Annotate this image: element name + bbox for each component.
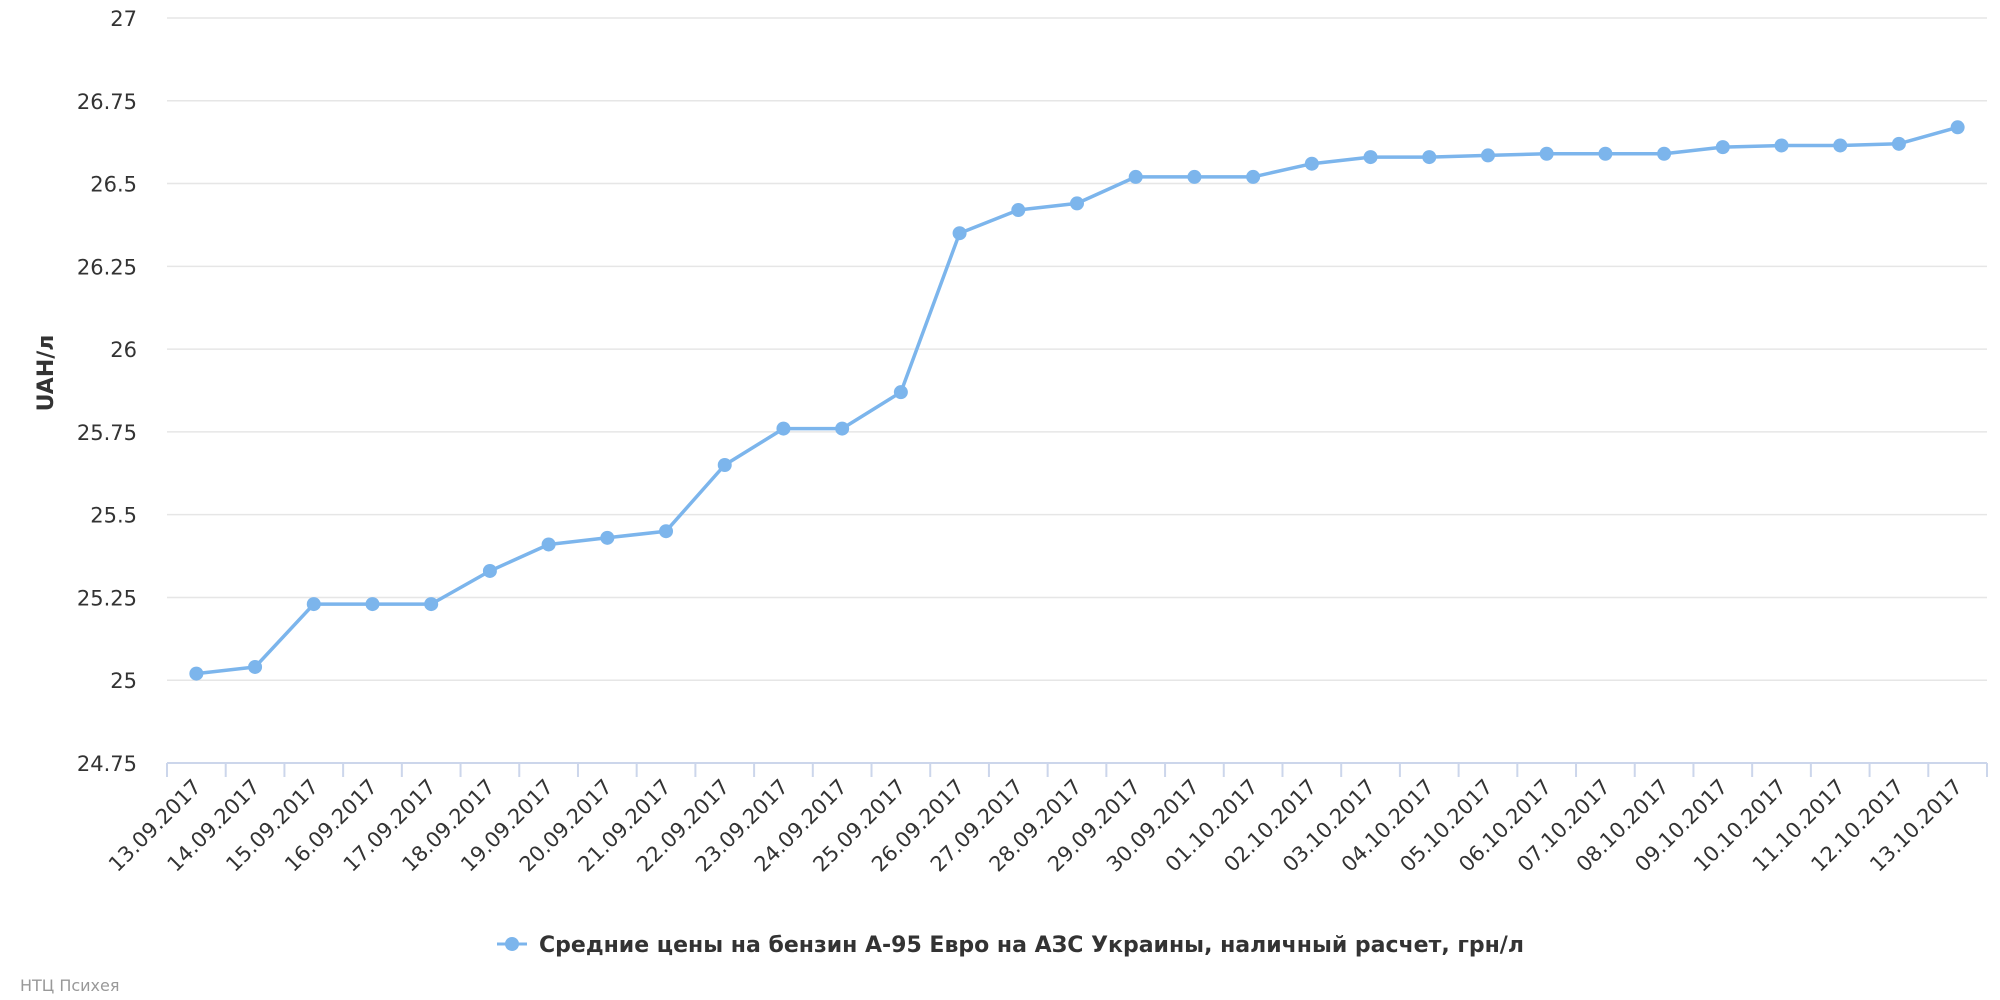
data-point[interactable] xyxy=(1480,148,1495,163)
data-point[interactable] xyxy=(952,226,967,241)
data-point[interactable] xyxy=(248,659,263,674)
data-point[interactable] xyxy=(1950,120,1965,135)
data-point[interactable] xyxy=(1070,196,1084,211)
data-point[interactable] xyxy=(306,597,321,612)
data-point[interactable] xyxy=(1246,169,1261,184)
y-tick-label: 24.75 xyxy=(77,752,137,776)
data-point[interactable] xyxy=(1363,150,1378,165)
data-point[interactable] xyxy=(835,421,850,436)
data-point[interactable] xyxy=(482,563,497,578)
legend[interactable]: Средние цены на бензин А-95 Евро на АЗС … xyxy=(497,933,1524,958)
series-line-group xyxy=(189,120,1965,681)
y-axis-title: UAH/л xyxy=(34,335,59,412)
data-point[interactable] xyxy=(600,530,615,545)
data-point[interactable] xyxy=(1833,138,1848,153)
x-axis-tick-labels: 13.09.201714.09.201715.09.201716.09.2017… xyxy=(104,775,1967,877)
y-tick-label: 25.25 xyxy=(77,586,137,610)
y-tick-label: 27 xyxy=(110,7,137,31)
legend-marker xyxy=(505,937,519,951)
y-tick-label: 26 xyxy=(110,338,137,362)
data-point[interactable] xyxy=(1657,146,1672,161)
grid-lines xyxy=(167,17,1987,681)
data-point[interactable] xyxy=(1774,138,1789,153)
x-axis xyxy=(166,762,1988,777)
data-point[interactable] xyxy=(659,524,674,539)
data-point[interactable] xyxy=(1187,169,1202,184)
data-point[interactable] xyxy=(1598,146,1613,161)
data-point[interactable] xyxy=(893,385,908,400)
data-point[interactable] xyxy=(541,537,556,552)
y-tick-label: 25.5 xyxy=(90,504,137,528)
y-axis-tick-labels: 24.75 25 25.25 25.5 25.75 26 26.25 26.5 26.75 27 xyxy=(77,7,137,776)
data-point[interactable] xyxy=(1011,203,1026,218)
data-point[interactable] xyxy=(1539,146,1554,161)
data-point[interactable] xyxy=(189,666,204,681)
credits-label[interactable]: НТЦ Психея xyxy=(20,976,120,995)
data-point[interactable] xyxy=(1304,156,1319,171)
data-point[interactable] xyxy=(424,597,439,612)
data-point[interactable] xyxy=(1715,140,1730,155)
data-point[interactable] xyxy=(1422,150,1437,165)
y-tick-label: 25 xyxy=(110,669,137,693)
data-point[interactable] xyxy=(776,421,791,436)
y-tick-label: 26.75 xyxy=(77,90,137,114)
y-tick-label: 25.75 xyxy=(77,421,137,445)
y-tick-label: 26.25 xyxy=(77,255,137,279)
data-point[interactable] xyxy=(717,458,732,472)
legend-label: Средние цены на бензин А-95 Евро на АЗС … xyxy=(539,933,1524,958)
data-point[interactable] xyxy=(1891,136,1906,151)
data-point[interactable] xyxy=(1128,169,1143,184)
data-point[interactable] xyxy=(365,597,380,612)
y-tick-label: 26.5 xyxy=(90,173,137,197)
